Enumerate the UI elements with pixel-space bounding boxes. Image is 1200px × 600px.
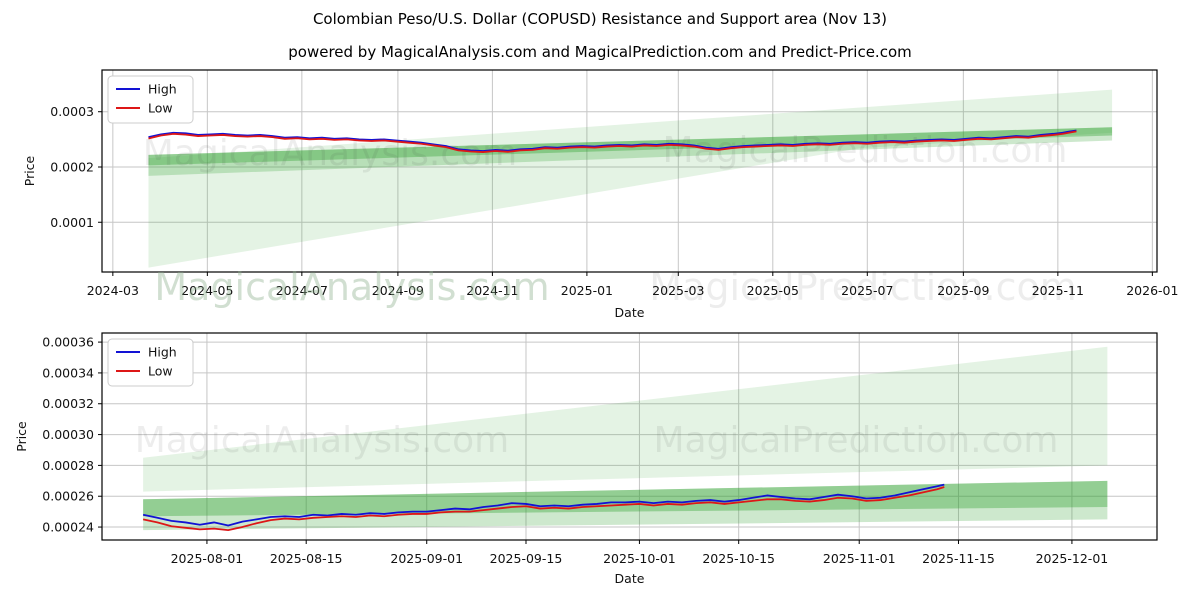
tick-label-x: 2025-11-01	[823, 551, 896, 566]
high-line	[142, 483, 945, 527]
tick-label-x: 2025-01	[561, 283, 613, 298]
tick-label-x: 2025-11	[1032, 283, 1084, 298]
watermark: MagicalAnalysis.com	[154, 265, 549, 309]
tick-label-x: 2025-08-15	[270, 551, 343, 566]
tick-label-y: 0.0001	[50, 215, 94, 230]
legend: High Low	[107, 75, 194, 124]
legend-label: Low	[148, 101, 173, 116]
yaxis-label: Price	[14, 421, 29, 452]
xaxis-label: Date	[615, 305, 645, 320]
xaxis-label: Date	[615, 571, 645, 586]
tick-label-y: 0.00034	[42, 365, 94, 380]
tick-label-y: 0.0002	[50, 159, 94, 174]
legend-label: High	[148, 82, 177, 97]
tick-label-x: 2024-05	[181, 283, 233, 298]
low-line	[142, 486, 945, 532]
tick-label-x: 2025-11-15	[922, 551, 995, 566]
watermark: MagicalPrediction.com	[649, 265, 1077, 309]
band-support-core	[143, 480, 1108, 517]
tick-label-y: 0.00024	[42, 520, 94, 535]
tick-label-x: 2025-07	[841, 283, 893, 298]
tick-label-x: 2025-08-01	[171, 551, 244, 566]
short-range-chart: MagicalAnalysis.com MagicalPrediction.com…	[14, 332, 1158, 586]
tick-label-x: 2025-10-15	[702, 551, 775, 566]
tick-label-x: 2024-09	[372, 283, 424, 298]
axes-frame	[101, 69, 1158, 273]
band-resistance-fan	[143, 346, 1108, 492]
tick-label-x: 2024-07	[276, 283, 328, 298]
band-support-band	[148, 127, 1113, 176]
tick-label-y: 0.00028	[42, 458, 94, 473]
tick-label-x: 2024-11	[466, 283, 518, 298]
tick-label-x: 2025-12-01	[1036, 551, 1109, 566]
watermark: MagicalPrediction.com	[654, 420, 1059, 461]
tick-label-y: 0.00026	[42, 489, 94, 504]
chart-title: Colombian Peso/U.S. Dollar (COPUSD) Resi…	[312, 10, 888, 28]
tick-label-x: 2026-01	[1126, 283, 1178, 298]
watermark: MagicalAnalysis.com	[135, 420, 509, 461]
legend-label: High	[148, 345, 177, 360]
tick-label-y: 0.00030	[42, 427, 94, 442]
low-line	[148, 130, 1077, 153]
long-range-chart: MagicalAnalysis.com MagicalPrediction.com…	[22, 69, 1178, 320]
tick-label-y: 0.00036	[42, 335, 94, 350]
tick-label-x: 2025-05	[747, 283, 799, 298]
band-support-fan	[148, 89, 1113, 268]
axes-frame	[101, 332, 1158, 541]
tick-label-y: 0.00032	[42, 396, 94, 411]
legend-box	[107, 338, 194, 387]
tick-label-x: 2024-03	[87, 283, 139, 298]
tick-label-x: 2025-09-01	[390, 551, 463, 566]
yaxis-label: Price	[22, 155, 37, 186]
tick-label-x: 2025-09-15	[490, 551, 563, 566]
legend: High Low	[107, 338, 194, 387]
tick-label-x: 2025-03	[652, 283, 704, 298]
chart-subtitle: powered by MagicalAnalysis.com and Magic…	[288, 43, 912, 61]
legend-box	[107, 75, 194, 124]
high-line	[148, 129, 1077, 152]
tick-label-y: 0.0003	[50, 104, 94, 119]
tick-label-x: 2025-10-01	[603, 551, 676, 566]
legend-label: Low	[148, 364, 173, 379]
tick-label-x: 2025-09	[937, 283, 989, 298]
